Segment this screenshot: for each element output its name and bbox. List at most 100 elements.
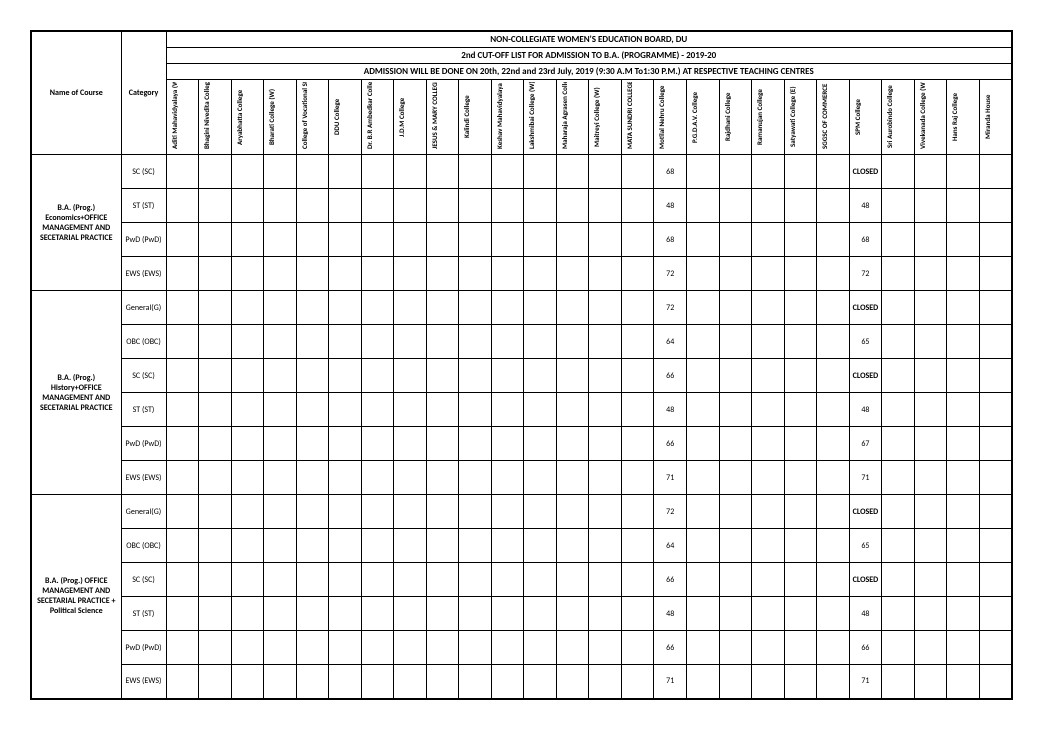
value-cell — [166, 393, 199, 427]
value-cell — [199, 631, 232, 665]
value-cell — [361, 393, 394, 427]
college-header: DDU College — [329, 80, 362, 155]
value-cell: 66 — [654, 631, 687, 665]
course-name: B.A. (Prog.) Economics+OFFICE MANAGEMENT… — [31, 155, 121, 291]
value-cell — [979, 325, 1012, 359]
value-cell — [947, 631, 980, 665]
value-cell — [914, 563, 947, 597]
value-cell: 68 — [654, 223, 687, 257]
value-cell — [784, 631, 817, 665]
board-title: NON-COLLEGIATE WOMEN'S EDUCATION BOARD, … — [166, 31, 1012, 48]
value-cell — [296, 189, 329, 223]
value-cell — [264, 223, 297, 257]
value-cell — [589, 291, 622, 325]
value-cell — [817, 359, 850, 393]
value-cell — [687, 427, 720, 461]
value-cell — [947, 461, 980, 495]
value-cell: 68 — [849, 223, 882, 257]
value-cell — [621, 359, 654, 393]
college-label: P.G.D.A.V. College — [689, 82, 700, 152]
value-cell — [264, 631, 297, 665]
value-cell — [264, 393, 297, 427]
value-cell — [361, 155, 394, 189]
value-cell: 48 — [654, 393, 687, 427]
category-cell: SC (SC) — [121, 359, 166, 393]
value-cell — [524, 529, 557, 563]
college-header: SPM College — [849, 80, 882, 155]
value-cell — [882, 597, 915, 631]
value-cell — [784, 665, 817, 699]
college-header: Maitreyi College (W) — [589, 80, 622, 155]
category-header: Category — [121, 31, 166, 155]
value-cell — [719, 189, 752, 223]
value-cell — [394, 563, 427, 597]
college-header: P.G.D.A.V. College — [687, 80, 720, 155]
value-cell — [752, 495, 785, 529]
value-cell — [329, 665, 362, 699]
value-cell — [361, 563, 394, 597]
college-header: Rajdhani College — [719, 80, 752, 155]
value-cell — [491, 291, 524, 325]
value-cell: 48 — [849, 189, 882, 223]
college-label: Hans Raj College — [949, 82, 960, 152]
value-cell — [426, 597, 459, 631]
table-row: B.A. (Prog.) Economics+OFFICE MANAGEMENT… — [31, 155, 1012, 189]
value-cell — [231, 461, 264, 495]
value-cell — [882, 631, 915, 665]
value-cell — [329, 427, 362, 461]
value-cell — [166, 597, 199, 631]
value-cell — [459, 461, 492, 495]
value-cell — [361, 665, 394, 699]
value-cell: 66 — [654, 563, 687, 597]
college-label: Maitreyi College (W) — [591, 82, 602, 152]
category-cell: OBC (OBC) — [121, 529, 166, 563]
value-cell — [426, 291, 459, 325]
value-cell — [329, 155, 362, 189]
value-cell — [882, 223, 915, 257]
value-cell — [166, 257, 199, 291]
category-cell: EWS (EWS) — [121, 461, 166, 495]
value-cell — [719, 155, 752, 189]
value-cell — [524, 461, 557, 495]
value-cell — [394, 597, 427, 631]
value-cell — [589, 665, 622, 699]
value-cell — [231, 529, 264, 563]
value-cell — [199, 257, 232, 291]
value-cell — [296, 529, 329, 563]
value-cell — [296, 461, 329, 495]
value-cell — [231, 223, 264, 257]
value-cell — [556, 155, 589, 189]
value-cell — [752, 597, 785, 631]
value-cell — [459, 427, 492, 461]
value-cell — [687, 393, 720, 427]
value-cell — [199, 563, 232, 597]
value-cell — [621, 393, 654, 427]
value-cell — [491, 155, 524, 189]
value-cell — [947, 291, 980, 325]
college-header: MATA SUNDRI COLLEGE — [621, 80, 654, 155]
value-cell — [556, 291, 589, 325]
value-cell — [426, 257, 459, 291]
value-cell — [459, 257, 492, 291]
value-cell — [752, 631, 785, 665]
table-row: PwD (PwD)6667 — [31, 427, 1012, 461]
value-cell — [296, 223, 329, 257]
value-cell — [199, 597, 232, 631]
value-cell — [947, 257, 980, 291]
value-cell: 66 — [654, 427, 687, 461]
value-cell — [882, 189, 915, 223]
value-cell — [914, 665, 947, 699]
value-cell — [199, 461, 232, 495]
college-header: Lakshmibai College (W) — [524, 80, 557, 155]
value-cell — [947, 495, 980, 529]
value-cell — [166, 461, 199, 495]
value-cell — [621, 529, 654, 563]
value-cell — [459, 495, 492, 529]
value-cell — [621, 597, 654, 631]
value-cell — [296, 291, 329, 325]
value-cell — [329, 461, 362, 495]
value-cell — [979, 529, 1012, 563]
college-label: Kalindi College — [461, 82, 472, 152]
value-cell — [979, 631, 1012, 665]
value-cell — [199, 529, 232, 563]
